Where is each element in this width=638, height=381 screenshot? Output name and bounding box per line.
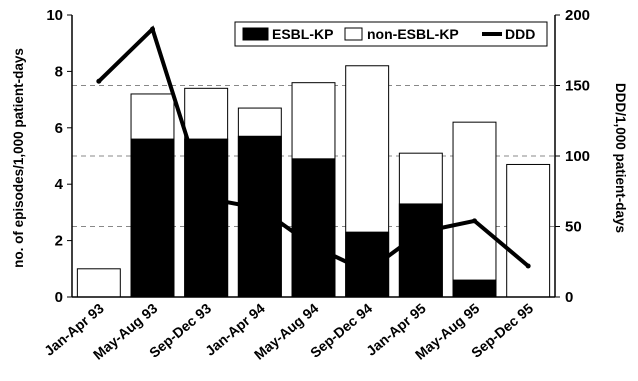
right-y-axis-title: DDD/1,000 patient-days: [613, 83, 628, 233]
ddd-point-6: [418, 229, 424, 235]
left-y-axis-title: no. of episodes/1,000 patient-days: [11, 48, 26, 268]
left-y-tick-label-1: 2: [55, 233, 63, 250]
right-y-tick-label-1: 50: [565, 219, 582, 236]
legend: ESBL-KP non-ESBL-KP DDD: [234, 21, 548, 47]
right-y-tick-label-4: 200: [565, 7, 590, 24]
ddd-point-4: [311, 243, 316, 249]
right-y-tick-label-0: 0: [565, 289, 573, 306]
ddd-point-7: [472, 218, 477, 224]
bars: [76, 65, 551, 298]
ddd-point-1: [150, 26, 155, 32]
ddd-point-5: [364, 269, 370, 275]
bar-non-esbl-7: [452, 121, 497, 298]
right-y-tick-labels: 0 50 100 150 200: [555, 7, 590, 306]
left-y-tick-label-2: 4: [55, 176, 64, 193]
ddd-point-3: [257, 205, 263, 211]
left-y-tick-label-3: 6: [55, 120, 63, 137]
legend-label-esbl: ESBL-KP: [272, 26, 333, 42]
legend-label-ddd: DDD: [505, 26, 535, 42]
bar-esbl-6: [398, 203, 443, 298]
ddd-point-0: [96, 78, 102, 84]
right-y-tick-label-2: 100: [565, 148, 590, 165]
bar-esbl-1: [130, 138, 175, 298]
left-y-tick-labels: 0 2 4 6 8 10: [46, 7, 72, 306]
legend-label-non-esbl: non-ESBL-KP: [367, 26, 459, 42]
left-y-tick-label-4: 8: [55, 63, 63, 80]
ddd-point-8: [525, 263, 531, 269]
ddd-point-2: [203, 195, 209, 201]
left-y-tick-label-5: 10: [46, 7, 63, 24]
bar-esbl-2: [184, 138, 229, 298]
legend-swatch-esbl: [242, 27, 269, 41]
bar-esbl-4: [291, 158, 336, 298]
bar-non-esbl-8: [506, 163, 551, 298]
legend-swatch-non-esbl: [344, 27, 363, 41]
bar-non-esbl-0: [76, 268, 121, 298]
bar-esbl-7: [452, 279, 497, 298]
ddd-line-series: [96, 25, 531, 275]
right-y-tick-label-3: 150: [565, 78, 590, 95]
left-y-tick-label-0: 0: [55, 289, 63, 306]
